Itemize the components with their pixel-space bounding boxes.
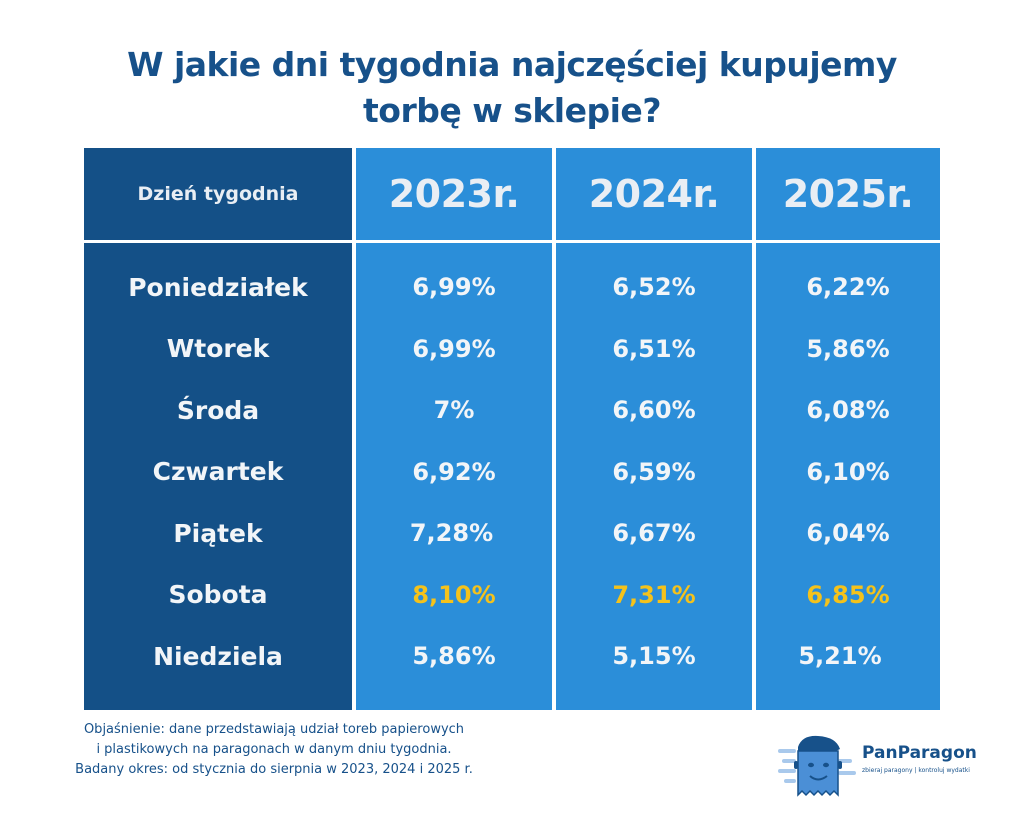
value-cell: 6,85% xyxy=(806,580,890,609)
chart-title: W jakie dni tygodnia najczęściej kupujem… xyxy=(60,42,964,134)
year-column-2025: 2025r. 6,22% 5,86% 6,08% 6,10% 6,04% 6,85% 5,2… xyxy=(756,148,940,710)
day-cell: Niedziela xyxy=(153,641,283,671)
header-2024: 2024r. xyxy=(588,172,720,216)
value-cell: 6,52% xyxy=(612,273,696,301)
value-cell: 6,67% xyxy=(612,519,696,547)
value-cell: 5,86% xyxy=(412,642,496,670)
header-divider xyxy=(84,240,940,243)
value-cell: 6,04% xyxy=(806,519,890,547)
header-2025: 2025r. xyxy=(782,172,914,216)
header-2023: 2023r. xyxy=(388,172,520,216)
footnote-line-3: Badany okres: od stycznia do sierpnia w … xyxy=(75,762,473,777)
value-cell: 6,60% xyxy=(612,396,696,424)
header-day: Dzień tygodnia xyxy=(137,183,299,205)
day-cell: Środa xyxy=(176,395,260,425)
day-column: Dzień tygodnia Poniedziałek Wtorek Środa Cz… xyxy=(84,148,352,710)
value-cell: 6,92% xyxy=(412,457,496,486)
value-cell: 5,15% xyxy=(612,642,696,670)
year-column-2023: 2023r. 6,99% 6,99% 7% 6,92% 7,28% 8,10% 5,86% xyxy=(356,148,552,710)
value-cell: 7,28% xyxy=(409,519,494,547)
mascot-receipt-face-icon xyxy=(778,735,856,797)
footnote-line-1: Objaśnienie: dane przedstawiają udział t… xyxy=(83,722,465,737)
day-cell: Wtorek xyxy=(166,334,270,363)
title-line-1: W jakie dni tygodnia najczęściej kupujem… xyxy=(127,45,897,84)
value-cell: 6,59% xyxy=(612,457,696,486)
value-cell: 6,99% xyxy=(412,334,496,363)
value-cell: 6,99% xyxy=(412,273,496,301)
logo-brand: PanParagon xyxy=(862,743,977,763)
day-cell: Piątek xyxy=(173,518,263,548)
day-cell: Sobota xyxy=(168,580,268,609)
footnote-line-2: i plastikowych na paragonach w danym dni… xyxy=(96,742,452,757)
footnote: Objaśnienie: dane przedstawiają udział t… xyxy=(54,720,494,780)
title-line-2: torbę w sklepie? xyxy=(363,91,661,130)
logo-tagline: zbieraj paragony | kontroluj wydatki xyxy=(862,767,970,774)
year-column-2024: 2024r. 6,52% 6,51% 6,60% 6,59% 6,67% 7,31% 5,1… xyxy=(556,148,752,710)
value-cell: 8,10% xyxy=(412,580,496,609)
value-cell: 5,86% xyxy=(806,334,890,363)
value-cell: 6,22% xyxy=(806,273,890,301)
day-cell: Czwartek xyxy=(152,457,284,486)
value-cell: 6,10% xyxy=(806,457,890,486)
value-cell: 7,31% xyxy=(612,580,696,609)
value-cell: 6,51% xyxy=(612,334,696,363)
value-cell: 6,08% xyxy=(806,396,890,424)
day-cell: Poniedziałek xyxy=(128,272,308,302)
value-cell: 5,21% xyxy=(798,642,882,670)
value-cell: 7% xyxy=(433,396,475,424)
panparagon-logo: PanParagon zbieraj paragony | kontroluj … xyxy=(776,733,977,803)
